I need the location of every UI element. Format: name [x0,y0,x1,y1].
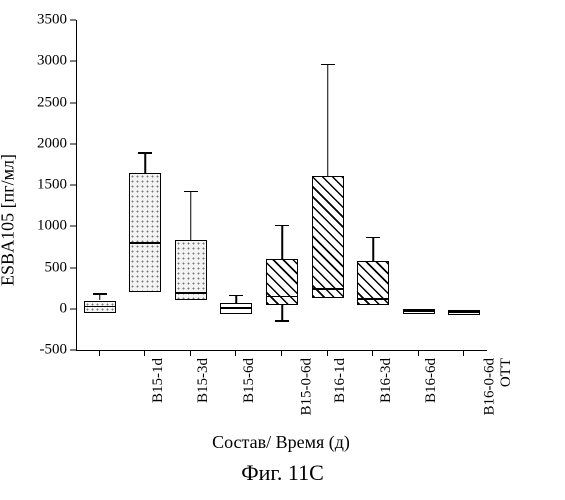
y-tick-label: -500 [40,342,68,359]
x-tick-mark [144,350,145,356]
x-tick-label: B16-3d [378,358,395,403]
x-tick-label: B15-1d [150,358,167,403]
x-tick-mark [463,350,464,356]
x-tick-label: B15-0-6d [299,358,316,416]
x-tick-mark [372,350,373,356]
plot-area [76,20,487,351]
x-tick-label: B16-1d [332,358,349,403]
box-B16-1d [262,20,302,350]
x-tick-mark [235,350,236,356]
y-tick-label: 1000 [37,218,67,235]
y-axis-title: ESBA105 [пг/мл] [0,154,19,286]
figure: ESBA105 [пг/мл] -500 0 500 1000 1500 2000 2500… [0,0,565,500]
box-OTT [444,20,484,350]
x-axis-title: Состав/ Время (д) [76,432,486,453]
x-tick-mark [281,350,282,356]
figure-caption: Фиг. 11C [0,460,565,486]
y-tick-label: 3500 [37,12,67,29]
x-tick-label: B15-3d [195,358,212,403]
box-B16-3d [308,20,348,350]
y-tick-label: 2500 [37,94,67,111]
y-tick-label: 3000 [37,53,67,70]
x-tick-label: B15-6d [241,358,258,403]
box-B15-0-6d [216,20,256,350]
x-tick-mark [327,350,328,356]
box-B15-3d [125,20,165,350]
y-tick-label: 500 [45,259,68,276]
box-B16-0-6d [399,20,439,350]
box-B16-6d [353,20,393,350]
x-tick-mark [418,350,419,356]
box-B15-1d [80,20,120,350]
x-tick-label: B16-0-6d [481,358,498,416]
x-tick-label: B16-6d [423,358,440,403]
y-tick-label: 0 [60,300,68,317]
box-B15-6d [171,20,211,350]
y-tick-label: 2000 [37,135,67,152]
x-tick-mark [190,350,191,356]
y-tick-label: 1500 [37,177,67,194]
x-tick-label: OTT [498,358,515,387]
x-tick-mark [99,350,100,356]
